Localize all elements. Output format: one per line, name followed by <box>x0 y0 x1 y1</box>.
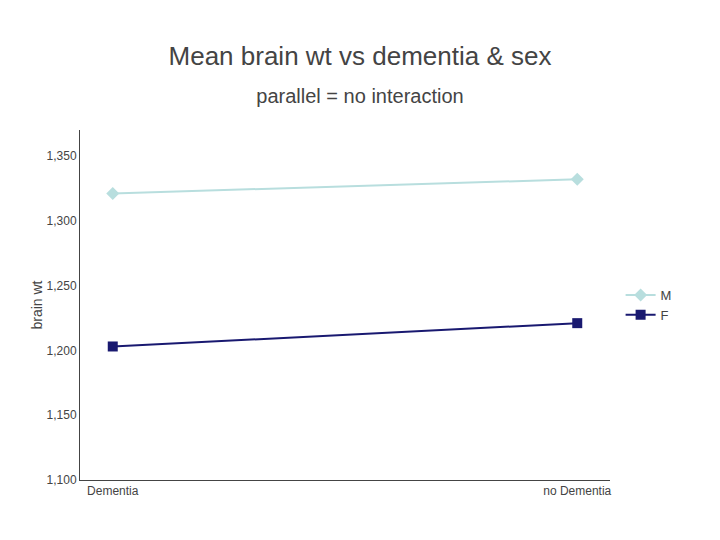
svg-text:1,100: 1,100 <box>47 473 77 487</box>
svg-text:no Dementia: no Dementia <box>543 484 611 498</box>
svg-text:Mean brain wt vs dementia & se: Mean brain wt vs dementia & sex <box>169 41 552 71</box>
svg-text:parallel = no interaction: parallel = no interaction <box>256 85 463 107</box>
svg-text:brain wt: brain wt <box>29 280 45 329</box>
svg-text:Dementia: Dementia <box>87 484 139 498</box>
svg-text:1,350: 1,350 <box>47 149 77 163</box>
svg-text:M: M <box>661 288 672 303</box>
svg-text:F: F <box>661 308 669 323</box>
svg-text:1,200: 1,200 <box>47 344 77 358</box>
svg-text:1,250: 1,250 <box>47 279 77 293</box>
svg-text:1,300: 1,300 <box>47 214 77 228</box>
svg-text:1,150: 1,150 <box>47 408 77 422</box>
